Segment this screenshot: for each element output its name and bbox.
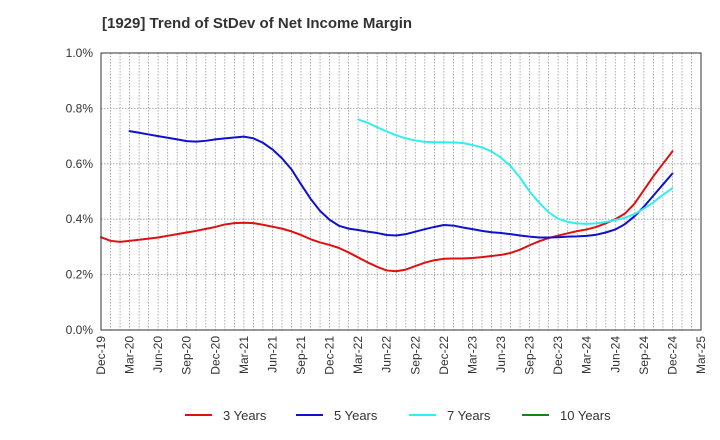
x-tick-label: Jun-20 <box>151 336 165 373</box>
y-tick-label: 0.8% <box>66 101 94 115</box>
x-tick-label: Jun-22 <box>380 336 394 373</box>
plot-background <box>101 53 701 330</box>
x-axis-ticks: Dec-19 Mar-20 Jun-20 Sep-20 Dec-20 Mar-21 Jun-… <box>94 336 708 375</box>
x-tick-label: Jun-23 <box>494 336 508 373</box>
legend: 3 Years 5 Years 7 Years 10 Years <box>185 408 611 423</box>
x-tick-label: Mar-21 <box>237 336 251 374</box>
x-tick-label: Dec-21 <box>323 336 337 375</box>
x-tick-label: Dec-22 <box>437 336 451 375</box>
series-line-3-years <box>100 150 674 273</box>
series-lines <box>100 118 674 273</box>
gridlines <box>100 52 702 331</box>
legend-label-5-years: 5 Years <box>334 408 378 423</box>
y-tick-label: 0.0% <box>66 323 94 337</box>
x-tick-label: Mar-23 <box>465 336 479 374</box>
y-tick-label: 0.6% <box>66 157 94 171</box>
x-tick-label: Sep-20 <box>180 336 194 375</box>
x-tick-label: Mar-25 <box>694 336 708 374</box>
y-axis-ticks: 0.0% 0.2% 0.4% 0.6% 0.8% 1.0% <box>66 46 94 337</box>
series-line-7-years <box>357 118 674 225</box>
x-tick-label: Mar-24 <box>580 336 594 374</box>
y-tick-label: 1.0% <box>66 46 94 60</box>
legend-label-7-years: 7 Years <box>447 408 491 423</box>
chart-title: [1929] Trend of StDev of Net Income Marg… <box>102 15 413 32</box>
x-tick-label: Dec-24 <box>665 336 679 375</box>
x-tick-label: Jun-24 <box>608 336 622 373</box>
x-tick-label: Dec-19 <box>94 336 108 375</box>
plot-border <box>100 52 702 331</box>
series-line-5-years <box>128 130 674 239</box>
x-tick-label: Sep-21 <box>294 336 308 375</box>
x-tick-label: Sep-22 <box>408 336 422 375</box>
x-tick-label: Dec-20 <box>208 336 222 375</box>
x-tick-label: Sep-24 <box>637 336 651 375</box>
y-tick-label: 0.4% <box>66 212 94 226</box>
legend-label-10-years: 10 Years <box>560 408 611 423</box>
y-tick-label: 0.2% <box>66 268 94 282</box>
legend-label-3-years: 3 Years <box>223 408 267 423</box>
x-tick-label: Mar-22 <box>351 336 365 374</box>
x-tick-label: Dec-23 <box>551 336 565 375</box>
x-tick-label: Sep-23 <box>523 336 537 375</box>
x-tick-label: Jun-21 <box>265 336 279 373</box>
x-tick-label: Mar-20 <box>123 336 137 374</box>
